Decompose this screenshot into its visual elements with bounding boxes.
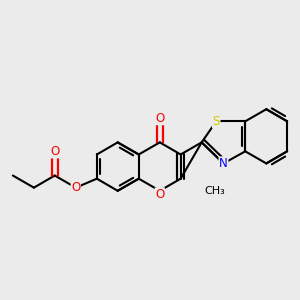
Text: N: N: [219, 157, 228, 170]
Text: O: O: [50, 145, 59, 158]
Text: O: O: [155, 112, 164, 125]
Text: S: S: [212, 115, 220, 128]
Text: O: O: [155, 188, 164, 201]
Text: O: O: [71, 181, 80, 194]
Text: CH₃: CH₃: [205, 186, 225, 196]
